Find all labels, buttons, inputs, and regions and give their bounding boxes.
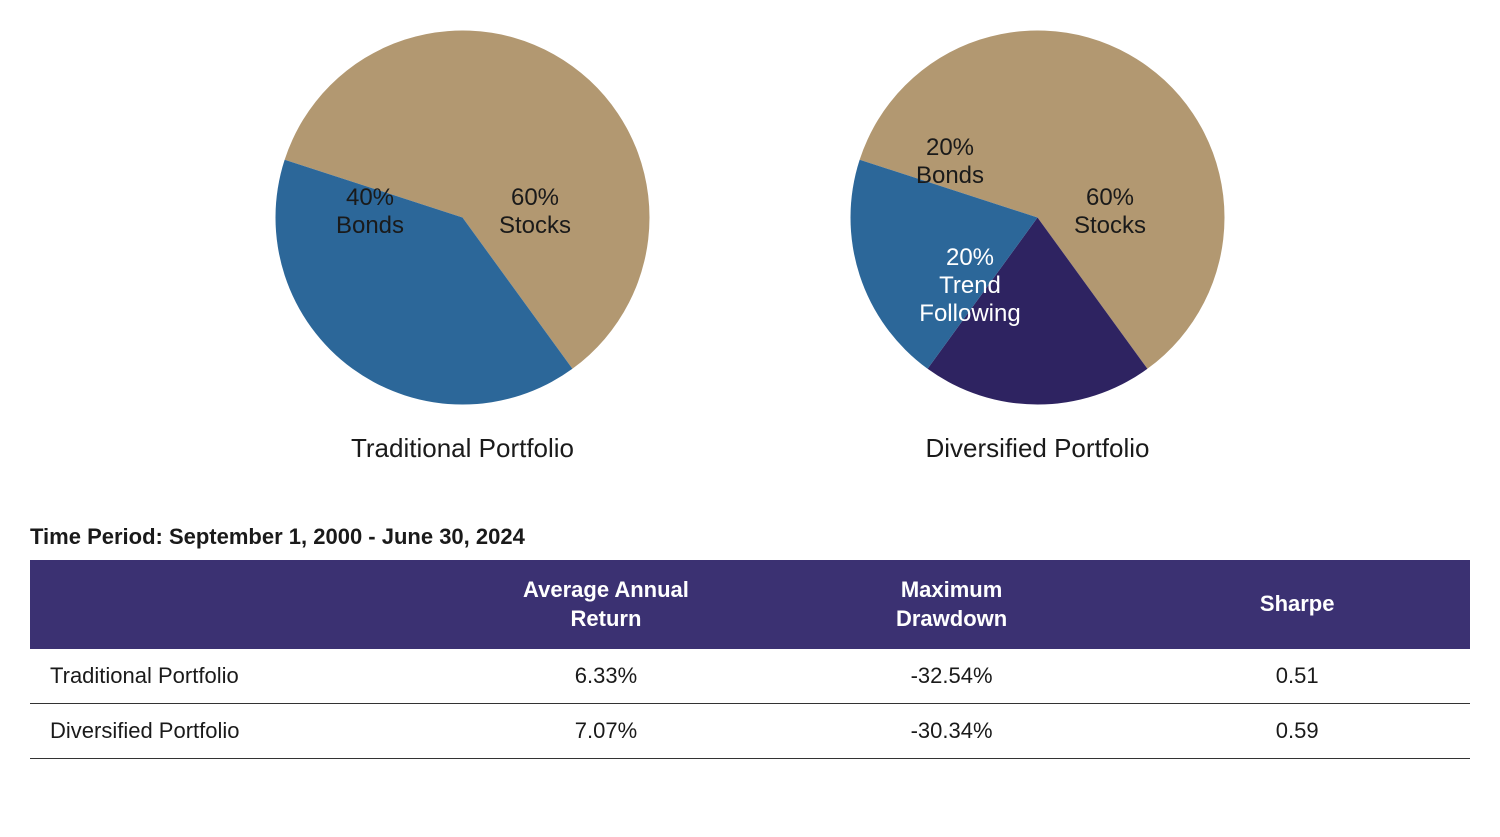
table-header-cell: Sharpe	[1124, 560, 1470, 649]
pie-caption-1: Traditional Portfolio	[351, 433, 574, 464]
table-header-row: Average AnnualReturnMaximumDrawdownSharp…	[30, 560, 1470, 649]
pie-chart-traditional: 60%Stocks40%Bonds Traditional Portfolio	[275, 30, 650, 464]
time-period-label: Time Period: September 1, 2000 - June 30…	[30, 524, 1470, 550]
table-cell: -32.54%	[779, 649, 1125, 704]
table-header-cell: MaximumDrawdown	[779, 560, 1125, 649]
table-header-cell: Average AnnualReturn	[433, 560, 779, 649]
table-cell: Traditional Portfolio	[30, 649, 433, 704]
table-cell: 0.51	[1124, 649, 1470, 704]
table-cell: 7.07%	[433, 704, 779, 759]
table-cell: Diversified Portfolio	[30, 704, 433, 759]
pie-svg-1: 60%Stocks40%Bonds	[275, 30, 650, 405]
pie-slice-label: 40%Bonds	[336, 184, 404, 239]
table-cell: 0.59	[1124, 704, 1470, 759]
charts-row: 60%Stocks40%Bonds Traditional Portfolio …	[30, 30, 1470, 464]
pie-svg-2: 60%Stocks20%TrendFollowing20%Bonds	[850, 30, 1225, 405]
table-header-cell	[30, 560, 433, 649]
table-cell: -30.34%	[779, 704, 1125, 759]
performance-table: Average AnnualReturnMaximumDrawdownSharp…	[30, 560, 1470, 759]
pie-slice-label: 20%Bonds	[916, 134, 984, 189]
table-section: Time Period: September 1, 2000 - June 30…	[30, 524, 1470, 759]
pie-chart-diversified: 60%Stocks20%TrendFollowing20%Bonds Diver…	[850, 30, 1225, 464]
table-row: Diversified Portfolio7.07%-30.34%0.59	[30, 704, 1470, 759]
pie-caption-2: Diversified Portfolio	[926, 433, 1150, 464]
table-cell: 6.33%	[433, 649, 779, 704]
table-row: Traditional Portfolio6.33%-32.54%0.51	[30, 649, 1470, 704]
